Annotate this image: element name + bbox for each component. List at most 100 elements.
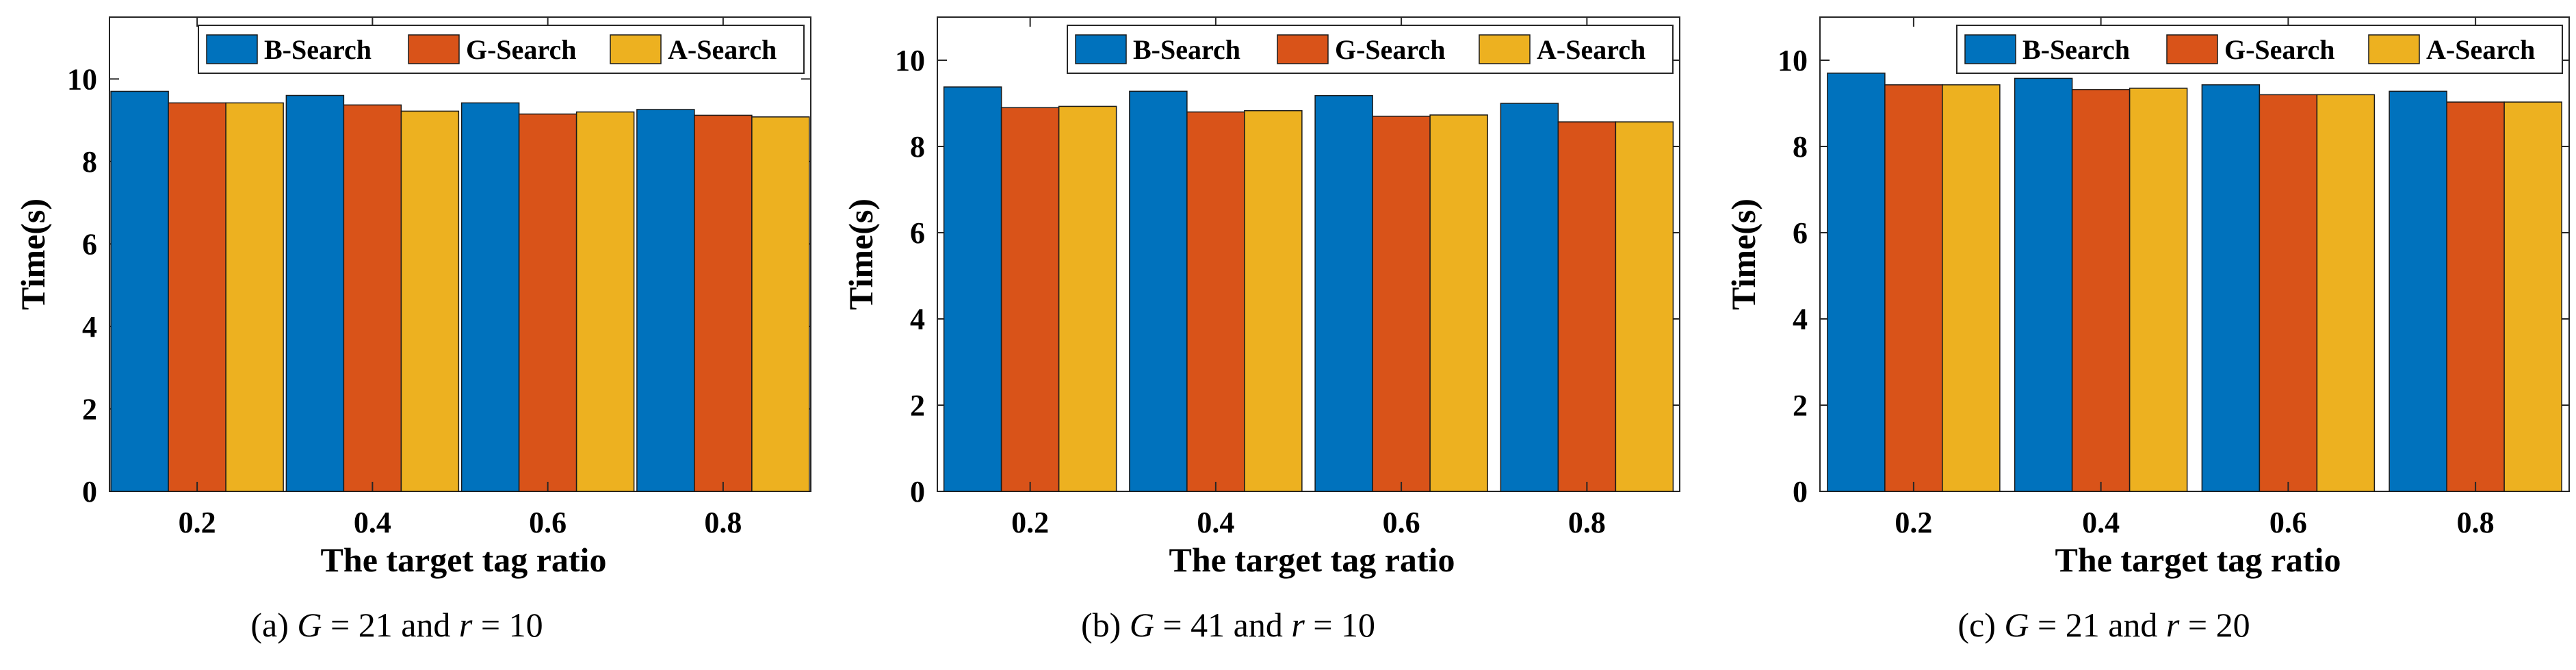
legend-box [1956,25,2563,74]
legend-swatch-g-search [1277,34,1329,64]
x-tick-label: 0.8 [704,506,742,539]
caption-equals: = [322,606,359,644]
y-tick-label: 0 [82,475,97,508]
legend-label-g-search: G-Search [2224,34,2334,65]
chart-panel-2: 0 2 4 6 8 10 0.2 0.4 0.6 0.8 The target tag ratio T… [842,16,1680,644]
legend-swatch-b-search [1075,34,1127,64]
caption-conj: and [1225,606,1291,644]
bar-b-search-0.6 [1314,94,1373,492]
y-tick-label: 8 [910,130,925,164]
caption-conj: and [2100,606,2166,644]
legend-swatch-g-search [408,34,460,64]
y-tick-label: 10 [895,44,925,77]
legend-box [198,25,805,74]
bar-g-search-0.2 [168,102,226,492]
x-tick-label: 0.4 [1197,506,1234,539]
chart-panel-1: 0 2 4 6 8 10 0.2 0.4 0.6 0.8 The target tag ratio T… [14,16,811,644]
x-tick-label: 0.2 [1011,506,1049,539]
caption-conj: and [393,606,459,644]
y-tick-label: 2 [82,392,97,426]
y-tick-label: 0 [1793,475,1808,508]
caption-var1: G [2004,606,2029,644]
bar-b-search-0.2 [1827,73,1886,492]
caption-val1: 21 [2066,606,2100,644]
caption-val1: 21 [359,606,393,644]
caption-label: (b) [1081,606,1130,644]
legend-label-a-search: A-Search [2426,34,2535,65]
bar-b-search-0.8 [1500,103,1559,492]
legend-label-a-search: A-Search [1537,34,1645,65]
caption-var2: r [2166,606,2180,644]
legend-swatch-a-search [2368,34,2420,64]
caption-val2: 10 [1341,606,1375,644]
bar-g-search-0.4 [343,104,402,492]
caption-val2: 10 [509,606,543,644]
x-axis-label: The target tag ratio [321,541,607,579]
x-tick-label: 0.8 [1568,506,1606,539]
x-tick-label: 0.6 [1383,506,1420,539]
bar-b-search-0.8 [636,109,695,492]
bar-g-search-0.2 [1000,107,1060,492]
bar-g-search-0.2 [1884,84,1943,492]
x-axis-label: The target tag ratio [1169,541,1455,579]
x-tick-label: 0.8 [2457,506,2495,539]
bar-g-search-0.6 [1372,116,1431,492]
y-tick-label: 6 [82,227,97,261]
subfigure-caption: (b) G = 41 and r = 10 [1081,606,1375,644]
y-axis-label: Time(s) [14,198,52,310]
x-tick-label: 0.2 [179,506,216,539]
caption-var2: r [459,606,473,644]
chart-panel-3: 0 2 4 6 8 10 0.2 0.4 0.6 0.8 The target tag ratio T… [1724,16,2570,644]
subfigure-caption: (a) G = 21 and r = 10 [250,606,543,644]
caption-var1: G [1130,606,1154,644]
bar-b-search-0.6 [2201,84,2261,492]
caption-equals: = [2179,606,2215,644]
bar-a-search-0.8 [2503,101,2562,492]
x-tick-label: 0.2 [1895,506,1932,539]
y-tick-label: 10 [67,62,97,96]
y-tick-label: 0 [910,475,925,508]
bar-b-search-0.4 [1129,90,1188,492]
legend-label-b-search: B-Search [264,34,372,65]
caption-label: (c) [1957,606,2004,644]
legend-label-g-search: G-Search [466,34,576,65]
x-tick-label: 0.4 [354,506,391,539]
caption-val2: 20 [2216,606,2250,644]
y-tick-label: 6 [910,216,925,250]
legend-label-g-search: G-Search [1335,34,1445,65]
bar-a-search-0.2 [1058,105,1117,492]
legend-box [1067,25,1674,74]
y-tick-label: 4 [910,302,925,336]
bar-b-search-0.2 [110,90,169,492]
legend-label-b-search: B-Search [1133,34,1240,65]
x-tick-label: 0.6 [529,506,567,539]
legend-swatch-g-search [2166,34,2218,64]
legend-swatch-b-search [1964,34,2016,64]
legend: B-Search G-Search A-Search [198,25,805,74]
caption-equals: = [1154,606,1191,644]
y-tick-label: 4 [82,310,97,344]
caption-equals: = [472,606,508,644]
y-tick-label: 6 [1793,216,1808,250]
legend-label-b-search: B-Search [2022,34,2130,65]
bar-a-search-0.6 [1429,114,1488,492]
bar-b-search-0.2 [943,86,1002,492]
legend-swatch-a-search [610,34,662,64]
y-tick-label: 10 [1778,44,1808,77]
legend-label-a-search: A-Search [668,34,777,65]
bar-a-search-0.4 [400,110,460,492]
bar-g-search-0.6 [2259,94,2318,492]
bar-g-search-0.8 [2446,101,2505,492]
subfigure-caption: (c) G = 21 and r = 20 [1957,606,2250,644]
bar-g-search-0.4 [2071,89,2131,492]
y-tick-label: 4 [1793,302,1808,336]
legend: B-Search G-Search A-Search [1956,25,2563,74]
y-axis-label: Time(s) [842,198,880,310]
legend: B-Search G-Search A-Search [1067,25,1674,74]
bar-a-search-0.8 [1615,121,1674,492]
bar-g-search-0.4 [1186,111,1245,492]
bar-g-search-0.8 [694,114,753,492]
y-axis-label: Time(s) [1724,198,1762,310]
bar-b-search-0.4 [2014,77,2073,492]
